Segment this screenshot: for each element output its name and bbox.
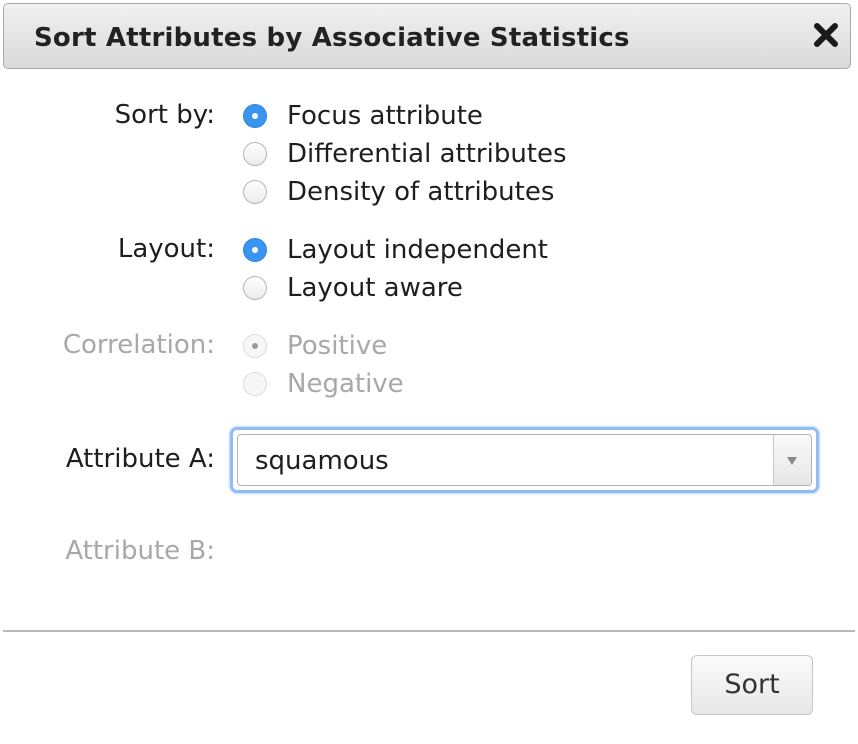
radio-layout-independent[interactable] [243,238,267,262]
sort-by-option-focus[interactable]: Focus attribute [243,101,483,131]
radio-differential-attributes[interactable] [243,142,267,166]
option-label: Layout independent [287,235,549,265]
correlation-option-negative: Negative [243,369,404,399]
dialog-title: Sort Attributes by Associative Statistic… [34,23,630,53]
sort-by-option-differential[interactable]: Differential attributes [243,139,567,169]
close-icon[interactable] [812,21,840,49]
radio-density-of-attributes[interactable] [243,180,267,204]
attribute-a-focus-ring: squamous [230,427,819,493]
option-label: Negative [287,369,404,399]
layout-option-independent[interactable]: Layout independent [243,235,548,265]
radio-positive [243,334,267,358]
sort-button[interactable]: Sort [691,655,813,715]
layout-label: Layout: [117,234,215,264]
option-label: Layout aware [287,273,463,303]
sort-by-label: Sort by: [114,100,215,130]
option-label: Density of attributes [287,177,555,207]
option-label: Differential attributes [287,139,567,169]
attribute-a-select[interactable]: squamous [237,434,812,486]
option-label: Focus attribute [287,101,483,131]
radio-focus-attribute[interactable] [243,104,267,128]
attribute-b-label: Attribute B: [65,536,215,566]
correlation-option-positive: Positive [243,331,387,361]
attribute-a-value: squamous [255,446,389,476]
chevron-down-icon[interactable] [773,435,811,485]
layout-option-aware[interactable]: Layout aware [243,273,463,303]
correlation-label: Correlation: [62,330,215,360]
attribute-a-label: Attribute A: [65,444,215,474]
dialog-titlebar[interactable]: Sort Attributes by Associative Statistic… [3,3,851,69]
radio-layout-aware[interactable] [243,276,267,300]
footer-divider [3,630,855,632]
sort-by-option-density[interactable]: Density of attributes [243,177,554,207]
option-label: Positive [287,331,388,361]
radio-negative [243,372,267,396]
